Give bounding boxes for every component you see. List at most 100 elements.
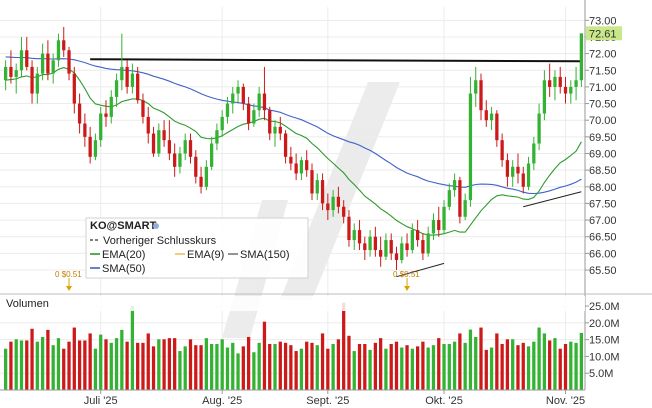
candle-body — [511, 166, 515, 177]
volume-bar — [400, 347, 404, 390]
candle-body — [479, 80, 483, 111]
x-tick-label: Okt. '25 — [425, 395, 463, 407]
volume-bar — [167, 338, 172, 390]
candle-body — [231, 93, 235, 104]
candle-body — [326, 203, 330, 211]
candle-body — [379, 250, 383, 257]
volume-tick-label: 20.0M — [589, 318, 620, 330]
last-price-label: 72.61 — [586, 26, 622, 41]
candle-body — [384, 240, 388, 257]
candle-body — [130, 73, 135, 87]
candle-body — [125, 66, 129, 87]
volume-bar — [215, 344, 219, 390]
candle-body — [468, 93, 473, 201]
x-tick-label: Sept. '25 — [306, 395, 349, 407]
price-tick-label: 66.50 — [589, 232, 617, 244]
volume-bar — [310, 342, 314, 390]
volume-bar — [199, 345, 203, 390]
candle-body — [474, 80, 478, 94]
price-tick-label: 65.50 — [589, 265, 617, 277]
candle-body — [273, 126, 277, 134]
volume-bar — [252, 352, 256, 390]
price-tick-label: 67.00 — [589, 215, 617, 227]
candle-body — [458, 180, 462, 217]
candle-body — [294, 163, 298, 174]
volume-bar — [83, 340, 87, 390]
dividend-marker-label: 0 $0.51 — [393, 270, 420, 279]
volume-bar — [209, 344, 214, 390]
price-tick-label: 67.50 — [589, 198, 617, 210]
candle-body — [262, 93, 267, 111]
volume-bar — [326, 348, 330, 390]
x-tick-label: Juli '25 — [84, 395, 118, 407]
candle-body — [151, 133, 156, 154]
candle-layer — [4, 26, 583, 271]
volume-bar — [72, 327, 76, 390]
dividend-markers: 0 $0.51 0 $0.51 — [55, 270, 420, 291]
legend-item-ema20: EMA(20) — [102, 249, 145, 261]
volume-bar — [389, 344, 393, 390]
candle-body — [46, 53, 50, 74]
volume-bar — [51, 345, 55, 390]
candle-body — [426, 233, 430, 254]
candle-body — [241, 86, 245, 104]
candle-body — [283, 133, 288, 157]
candle-body — [315, 180, 319, 194]
volume-bar — [579, 332, 583, 390]
price-tick-label: 71.00 — [589, 82, 617, 94]
volume-bar — [246, 336, 251, 390]
candle-body — [437, 220, 441, 231]
candle-body — [141, 100, 145, 117]
candle-body — [299, 160, 304, 174]
volume-bar — [474, 336, 478, 390]
legend-title-dot-icon — [153, 223, 159, 229]
volume-bar — [109, 342, 113, 390]
volume-bar — [173, 338, 177, 390]
candle-body — [500, 140, 504, 161]
volume-bar — [569, 341, 573, 390]
candle-body — [394, 253, 399, 261]
volume-bar — [146, 333, 150, 390]
volume-bar — [379, 338, 383, 390]
candle-body — [320, 180, 325, 204]
volume-bar — [320, 333, 325, 390]
price-tick-label: 72.00 — [589, 49, 617, 61]
candle-body — [553, 76, 557, 87]
candle-body — [14, 70, 18, 77]
candle-body — [93, 140, 98, 157]
volume-tick-label: 5.0M — [589, 368, 613, 380]
candle-body — [463, 200, 467, 217]
volume-tick-label: 15.0M — [589, 335, 620, 347]
candle-body — [183, 140, 187, 154]
volume-bar — [268, 344, 272, 390]
candle-body — [389, 240, 393, 254]
candle-body — [542, 80, 547, 114]
volume-bar — [463, 342, 467, 390]
candle-body — [495, 113, 499, 141]
candle-body — [421, 240, 425, 254]
candle-body — [574, 80, 578, 87]
volume-bar — [563, 344, 568, 390]
dividend-marker-arrow — [404, 286, 411, 291]
volume-bar — [410, 348, 414, 390]
volume-bar — [188, 339, 193, 390]
volume-bar — [405, 345, 409, 390]
volume-bar — [373, 342, 378, 390]
volume-bar — [130, 306, 135, 390]
candle-body — [178, 153, 182, 167]
candle-body — [83, 123, 87, 137]
price-tick-label: 68.00 — [589, 182, 617, 194]
volume-bar — [574, 342, 578, 390]
legend-item-sma50: SMA(50) — [102, 263, 145, 275]
volume-bar — [553, 338, 557, 390]
price-tick-label: 70.00 — [589, 115, 617, 127]
candle-body — [484, 110, 488, 121]
volume-bar — [67, 341, 71, 390]
candle-body — [99, 113, 103, 141]
volume-bar — [257, 342, 261, 390]
candle-body — [563, 86, 568, 94]
candle-body — [347, 216, 351, 241]
